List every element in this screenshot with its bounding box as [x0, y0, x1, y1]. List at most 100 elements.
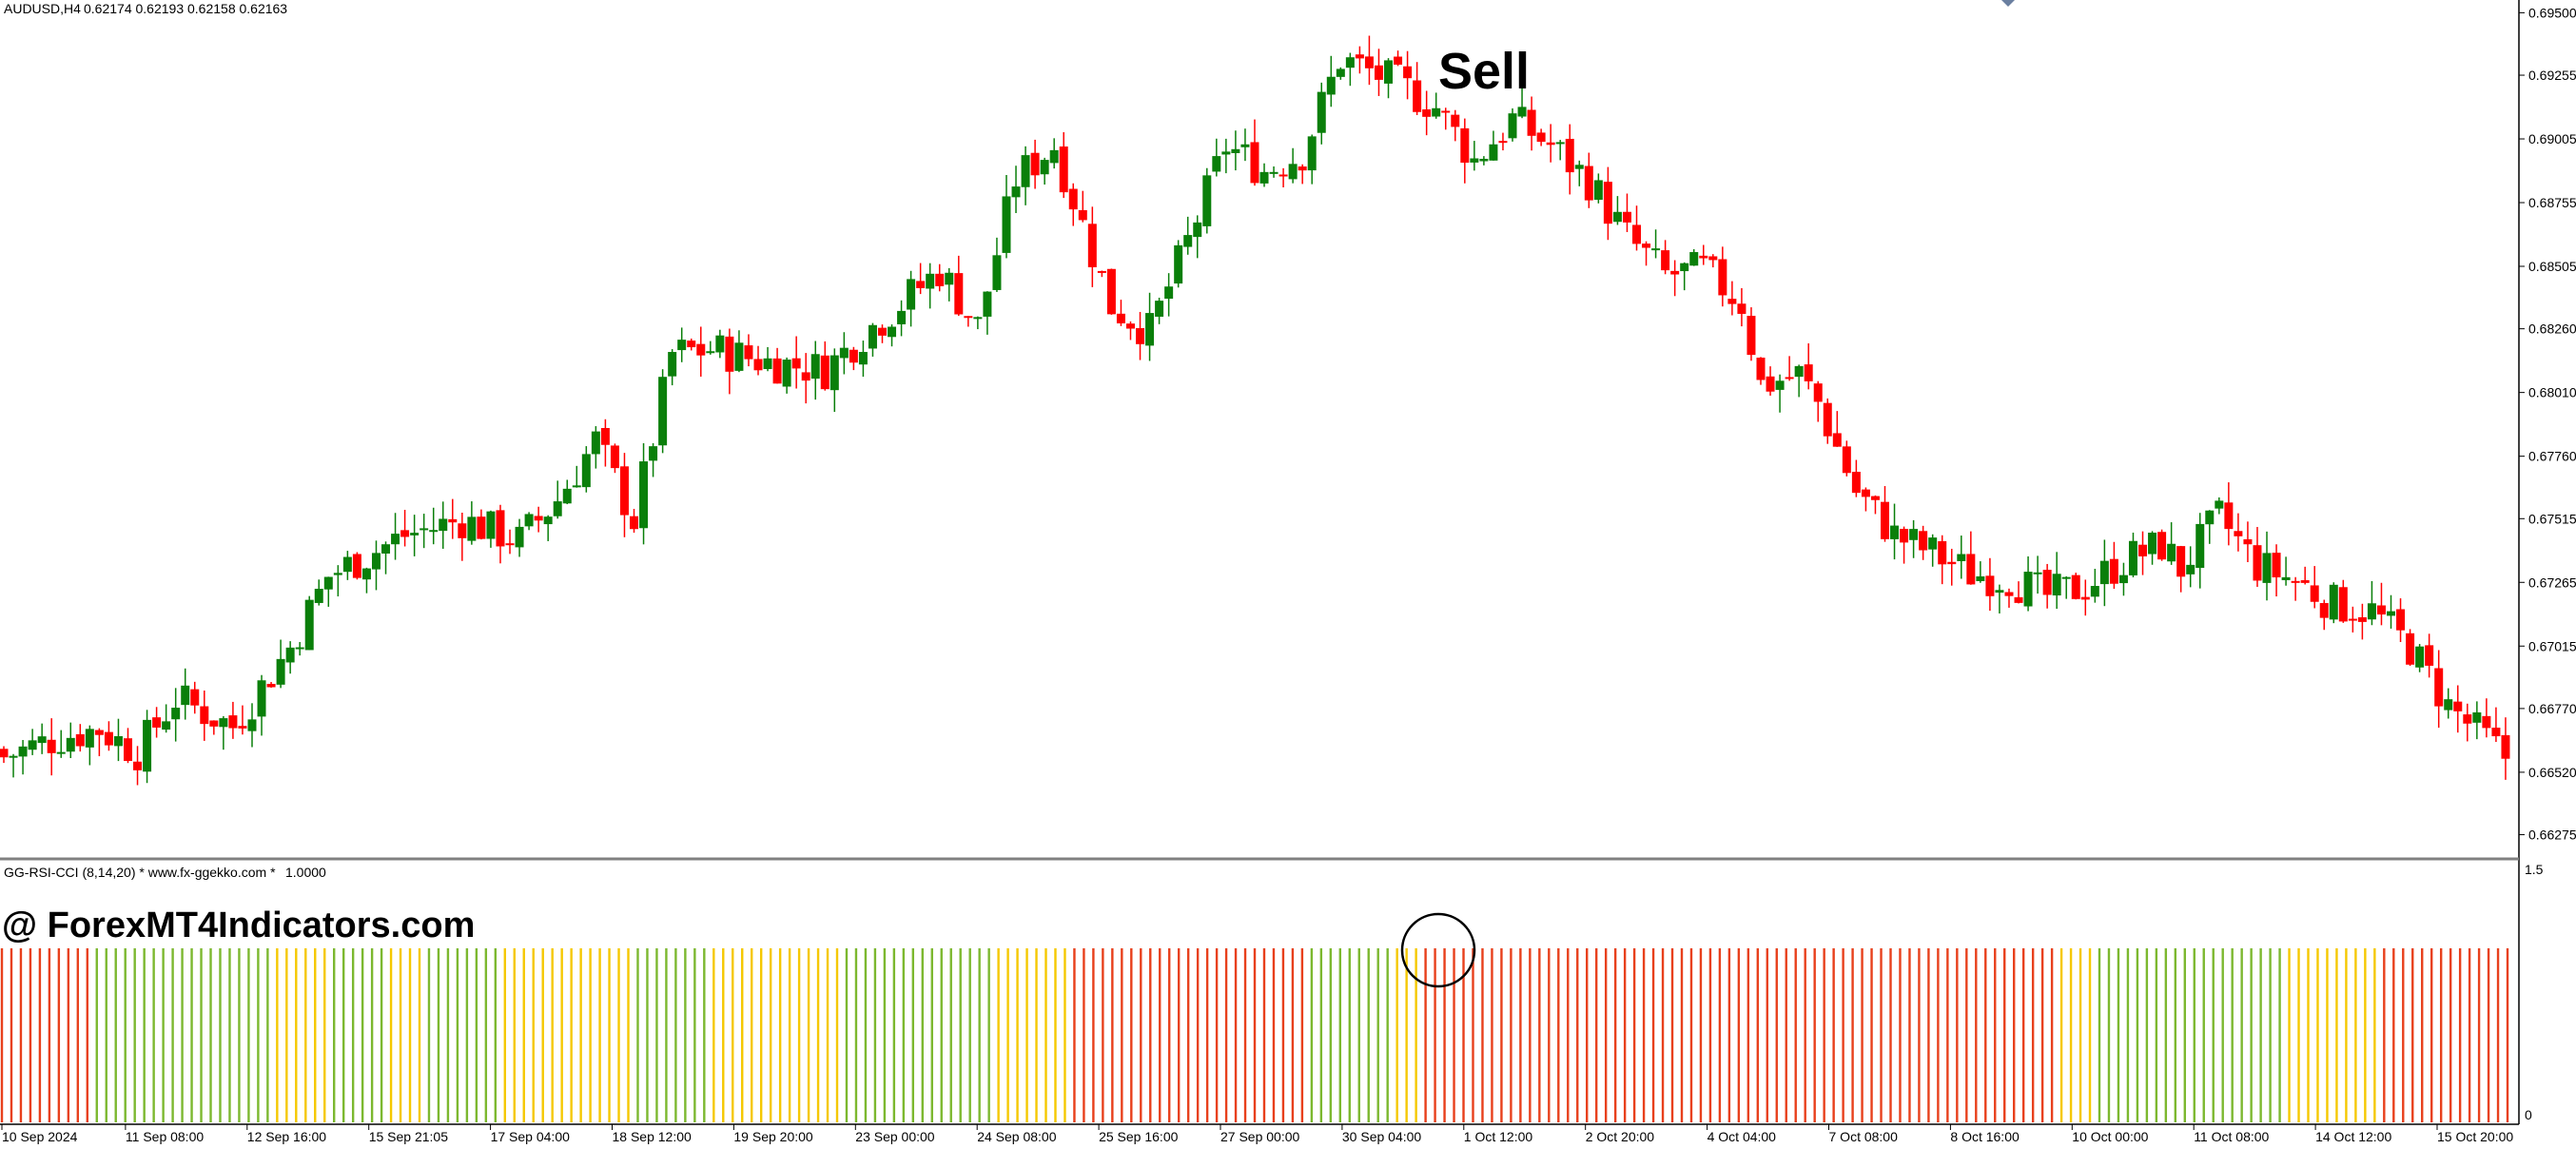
- bull-candle: [304, 599, 314, 651]
- bear-candle: [1766, 376, 1775, 392]
- bull-candle: [897, 310, 907, 324]
- x-tick-label: 12 Sep 16:00: [247, 1129, 327, 1144]
- bull-candle: [2052, 574, 2061, 596]
- bear-candle: [2406, 633, 2415, 665]
- bull-candle: [314, 589, 323, 603]
- bear-candle: [1097, 270, 1106, 273]
- bear-candle: [2338, 587, 2348, 622]
- bull-candle: [1212, 156, 1221, 172]
- bull-candle: [1259, 171, 1269, 184]
- bear-candle: [2453, 701, 2463, 711]
- bull-candle: [113, 735, 123, 747]
- bull-candle: [1155, 301, 1164, 317]
- bull-candle: [1336, 68, 1345, 77]
- bull-candle: [591, 431, 600, 455]
- bear-candle: [2253, 545, 2262, 581]
- bull-candle: [1909, 529, 1919, 540]
- bear-candle: [1136, 327, 1145, 344]
- bear-candle: [1106, 268, 1116, 315]
- bull-candle: [1164, 286, 1174, 300]
- y-tick-label: 0.67515: [2528, 511, 2576, 526]
- bear-candle: [1278, 174, 1288, 177]
- bear-candle: [1622, 211, 1631, 223]
- bull-candle: [66, 737, 75, 752]
- bull-candle: [553, 501, 562, 516]
- bear-candle: [1861, 489, 1870, 497]
- bull-candle: [342, 556, 352, 573]
- bull-candle: [1384, 60, 1394, 84]
- bear-candle: [1632, 224, 1642, 244]
- bull-candle: [2167, 543, 2176, 562]
- bear-candle: [1718, 259, 1727, 296]
- bull-candle: [162, 721, 171, 730]
- time-scale[interactable]: 10 Sep 2024 11 Sep 08:00 12 Sep 16:00 15 Se…: [1, 1124, 2513, 1144]
- bear-candle: [916, 281, 926, 288]
- bear-candle: [352, 554, 361, 578]
- bear-candle: [0, 749, 9, 758]
- indicator-scale-bottom: 0: [2525, 1107, 2532, 1122]
- bear-candle: [2224, 502, 2234, 530]
- bull-candle: [371, 553, 381, 570]
- bear-candle: [1394, 56, 1403, 65]
- y-tick-label: 0.68260: [2528, 321, 2576, 337]
- x-tick-label: 24 Sep 08:00: [977, 1129, 1057, 1144]
- bear-candle: [2396, 609, 2406, 631]
- chart-shift-marker[interactable]: [2001, 0, 2015, 7]
- bull-candle: [1193, 222, 1202, 238]
- bull-candle: [572, 485, 581, 488]
- bull-candle: [1269, 171, 1278, 174]
- bear-candle: [1546, 142, 1555, 146]
- bear-candle: [1422, 109, 1432, 117]
- bull-candle: [1221, 151, 1231, 155]
- bear-candle: [1250, 142, 1259, 184]
- bear-candle: [2004, 592, 2014, 596]
- bull-candle: [2281, 576, 2291, 580]
- bear-candle: [1298, 166, 1307, 171]
- bear-candle: [954, 273, 964, 315]
- bear-candle: [1087, 224, 1097, 267]
- bull-candle: [706, 351, 715, 354]
- bear-candle: [2014, 596, 2023, 603]
- bear-candle: [753, 359, 763, 371]
- bear-candle: [2425, 645, 2434, 666]
- bear-candle: [725, 336, 734, 372]
- bear-candle: [2491, 728, 2501, 737]
- y-tick-label: 0.69255: [2528, 68, 2576, 83]
- bull-candle: [907, 279, 916, 310]
- bull-candle: [888, 326, 897, 338]
- bull-candle: [1775, 380, 1785, 390]
- bull-candle: [18, 746, 28, 757]
- bear-candle: [1403, 66, 1413, 79]
- y-tick-label: 0.67015: [2528, 638, 2576, 653]
- bull-candle: [1680, 263, 1689, 272]
- bull-candle: [1470, 158, 1479, 163]
- bear-candle: [1966, 554, 1976, 585]
- bull-candle: [1508, 113, 1517, 139]
- bear-candle: [505, 543, 515, 546]
- bear-candle: [133, 761, 143, 770]
- bull-candle: [2262, 553, 2272, 583]
- bear-candle: [1870, 496, 1880, 500]
- bear-candle: [75, 733, 85, 747]
- bear-candle: [496, 510, 505, 547]
- y-tick-label: 0.68505: [2528, 259, 2576, 274]
- y-tick-label: 0.68755: [2528, 195, 2576, 210]
- price-scale[interactable]: 0.69500 0.69255 0.69005 0.68755 0.68505 0.682…: [2519, 5, 2576, 843]
- bull-candle: [391, 534, 400, 545]
- bear-candle: [1737, 303, 1747, 314]
- bull-candle: [734, 342, 744, 371]
- bull-candle: [361, 568, 371, 580]
- bear-candle: [477, 516, 486, 539]
- bear-candle: [1756, 357, 1766, 380]
- bull-candle: [181, 685, 190, 706]
- bull-candle: [945, 272, 954, 285]
- bull-candle: [658, 377, 668, 446]
- bear-candle: [1068, 188, 1078, 210]
- bull-candle: [2128, 540, 2137, 575]
- bear-candle: [1661, 250, 1670, 271]
- bull-candle: [668, 352, 677, 377]
- bear-candle: [152, 717, 162, 728]
- bear-candle: [744, 345, 753, 360]
- bear-candle: [877, 327, 887, 336]
- x-tick-label: 23 Sep 00:00: [855, 1129, 935, 1144]
